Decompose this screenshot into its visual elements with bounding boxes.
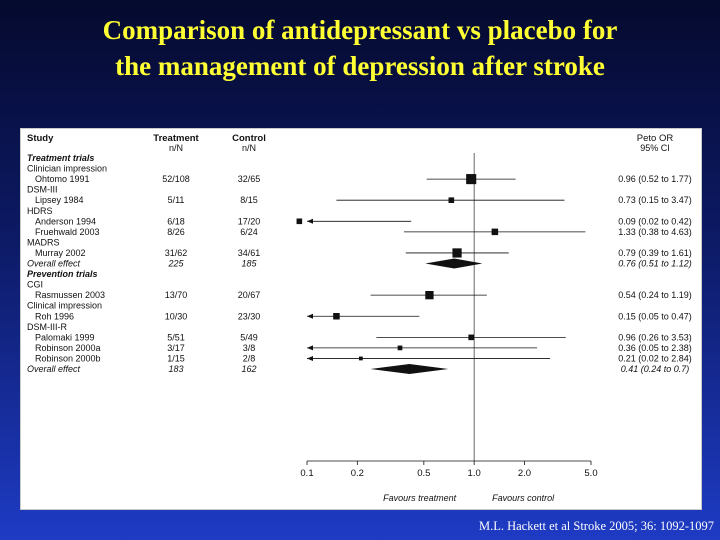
odds-ratio-ci: 0.41 (0.24 to 0.7) [621, 364, 690, 374]
header-or: Peto OR [637, 133, 674, 144]
control-count: 17/20 [238, 216, 261, 226]
citation: M.L. Hackett et al Stroke 2005; 36: 1092… [478, 519, 714, 533]
control-count: 32/65 [238, 174, 261, 184]
point-estimate [333, 313, 340, 320]
subgroup-label: Clinical impression [27, 301, 102, 311]
odds-ratio-ci: 0.21 (0.02 to 2.84) [618, 353, 692, 363]
odds-ratio-ci: 0.79 (0.39 to 1.61) [618, 248, 692, 258]
study-label: Robinson 2000b [35, 353, 101, 363]
control-count: 162 [241, 364, 256, 374]
subgroup-label: DSM-III-R [27, 322, 67, 332]
subgroup-label: MADRS [27, 237, 60, 247]
point-estimate [466, 174, 477, 185]
treatment-count: 225 [167, 259, 184, 269]
x-tick-label: 2.0 [518, 468, 531, 479]
odds-ratio-ci: 0.15 (0.05 to 0.47) [618, 311, 692, 321]
header-or-sub: 95% CI [640, 143, 670, 153]
study-label: Fruehwald 2003 [35, 227, 100, 237]
x-tick-label: 1.0 [468, 468, 481, 479]
subgroup-label: CGI [27, 280, 43, 290]
study-label: Ohtomo 1991 [35, 174, 90, 184]
study-label: Palomaki 1999 [35, 332, 95, 342]
header-treatment-sub: n/N [169, 143, 183, 153]
header-study: Study [27, 133, 54, 144]
control-count: 34/61 [238, 248, 261, 258]
ci-arrow-left [307, 218, 313, 224]
study-label: Anderson 1994 [35, 216, 96, 226]
control-count: 3/8 [243, 343, 256, 353]
treatment-count: 13/70 [165, 290, 188, 300]
slide-title: Comparison of antidepressant vs placebo … [0, 12, 720, 84]
treatment-count: 10/30 [165, 311, 188, 321]
odds-ratio-ci: 1.33 (0.38 to 4.63) [618, 227, 692, 237]
point-estimate [468, 334, 474, 341]
x-tick-label: 0.1 [300, 468, 313, 479]
treatment-count: 31/62 [165, 248, 188, 258]
point-estimate [397, 345, 403, 351]
odds-ratio-ci: 0.96 (0.52 to 1.77) [618, 174, 692, 184]
odds-ratio-ci: 0.36 (0.05 to 2.38) [618, 343, 692, 353]
x-tick-label: 0.5 [417, 468, 430, 479]
x-label-favours-treatment: Favours treatment [383, 493, 457, 503]
treatment-count: 183 [168, 364, 183, 374]
header-control: Control [232, 133, 266, 144]
control-count: 20/67 [238, 290, 261, 300]
x-tick-label: 5.0 [584, 468, 597, 479]
point-estimate [448, 197, 455, 203]
treatment-count: 52/108 [162, 174, 190, 184]
study-label: Rasmussen 2003 [35, 290, 105, 300]
x-label-favours-control: Favours control [492, 493, 555, 503]
pooled-effect-diamond [425, 258, 483, 269]
point-estimate [491, 228, 499, 236]
header-treatment: Treatment [153, 133, 199, 144]
control-count: 5/49 [240, 332, 258, 342]
forest-plot-panel: Study Treatment n/N Control n/N Peto OR 95% CI… [20, 128, 702, 510]
ci-arrow-left [307, 345, 313, 351]
odds-ratio-ci: 0.76 (0.51 to 1.12) [618, 259, 692, 269]
study-label: Murray 2002 [35, 248, 86, 258]
odds-ratio-ci: 0.96 (0.26 to 3.53) [618, 332, 692, 342]
treatment-count: 1/15 [167, 353, 185, 363]
point-estimate [425, 291, 434, 300]
title-line-1: Comparison of antidepressant vs placebo … [102, 15, 618, 45]
control-count: 185 [241, 259, 257, 269]
ci-arrow-left [307, 313, 313, 319]
overall-label: Overall effect [27, 259, 81, 269]
ci-arrow-left [307, 355, 313, 361]
odds-ratio-ci: 0.73 (0.15 to 3.47) [618, 195, 692, 205]
point-estimate [358, 356, 363, 361]
subgroup-label: HDRS [27, 206, 53, 216]
treatment-count: 5/51 [167, 332, 185, 342]
odds-ratio-ci: 0.54 (0.24 to 1.19) [618, 290, 692, 300]
treatment-count: 5/11 [168, 195, 185, 205]
section-label: Treatment trials [27, 153, 94, 163]
control-count: 6/24 [240, 227, 258, 237]
odds-ratio-ci: 0.09 (0.02 to 0.42) [618, 216, 692, 226]
treatment-count: 3/17 [167, 343, 185, 353]
study-label: Lipsey 1984 [35, 195, 84, 205]
study-label: Roh 1996 [35, 311, 74, 321]
x-tick-label: 0.2 [351, 468, 364, 479]
title-line-2: the management of depression after strok… [115, 51, 605, 81]
treatment-count: 6/18 [167, 216, 185, 226]
pooled-effect-diamond [370, 364, 449, 374]
overall-label: Overall effect [27, 364, 81, 374]
header-control-sub: n/N [242, 143, 256, 153]
point-estimate [452, 248, 462, 258]
section-label: Prevention trials [27, 269, 98, 279]
control-count: 8/15 [240, 195, 258, 205]
subgroup-label: Clinician impression [27, 164, 107, 174]
treatment-count: 8/26 [167, 227, 185, 237]
subgroup-label: DSM-III [27, 185, 58, 195]
point-estimate [296, 218, 303, 225]
control-count: 2/8 [243, 353, 256, 363]
control-count: 23/30 [238, 311, 261, 321]
study-label: Robinson 2000a [35, 343, 101, 353]
